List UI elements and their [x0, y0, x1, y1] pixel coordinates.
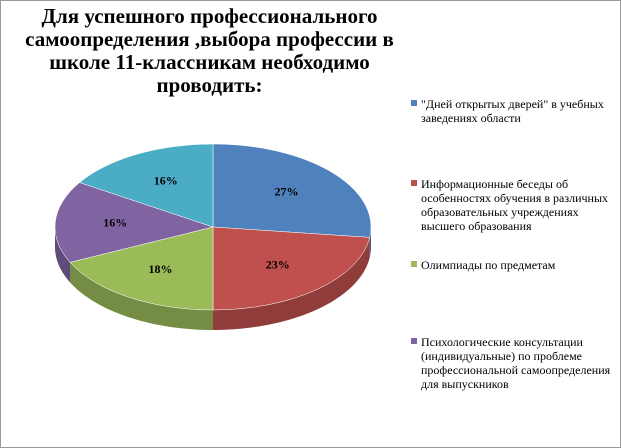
legend-label: Олимпиады по предметам — [421, 258, 556, 272]
legend-entry: Информационные беседы об особенностях об… — [411, 177, 611, 233]
slice-side — [369, 227, 371, 258]
slice-side — [213, 237, 370, 330]
data-label: 18% — [149, 262, 173, 276]
slice — [212, 143, 372, 238]
data-label: 16% — [103, 216, 127, 230]
slice — [54, 182, 214, 263]
slice-side — [55, 227, 71, 283]
legend-entry: Психологические консультации (индивидуал… — [411, 335, 611, 391]
chart-title: Для успешного профессионального самоопре… — [25, 4, 394, 97]
data-label: 27% — [274, 185, 298, 199]
legend-marker — [411, 338, 417, 344]
slice — [69, 226, 214, 311]
legend-entry: Олимпиады по предметам — [411, 258, 611, 272]
slice — [79, 143, 214, 228]
data-label: 23% — [266, 257, 290, 271]
legend-marker — [411, 100, 417, 106]
data-label: 16% — [154, 174, 178, 188]
legend-label: Информационные беседы об особенностях об… — [421, 177, 609, 233]
slice-side — [70, 262, 213, 330]
legend-label: Психологические консультации (индивидуал… — [421, 335, 611, 391]
legend-marker — [411, 180, 417, 186]
legend-entry: "Дней открытых дверей" в учебных заведен… — [411, 97, 611, 125]
legend-marker — [411, 261, 417, 267]
slice — [212, 226, 371, 311]
legend-label: "Дней открытых дверей" в учебных заведен… — [421, 97, 604, 125]
